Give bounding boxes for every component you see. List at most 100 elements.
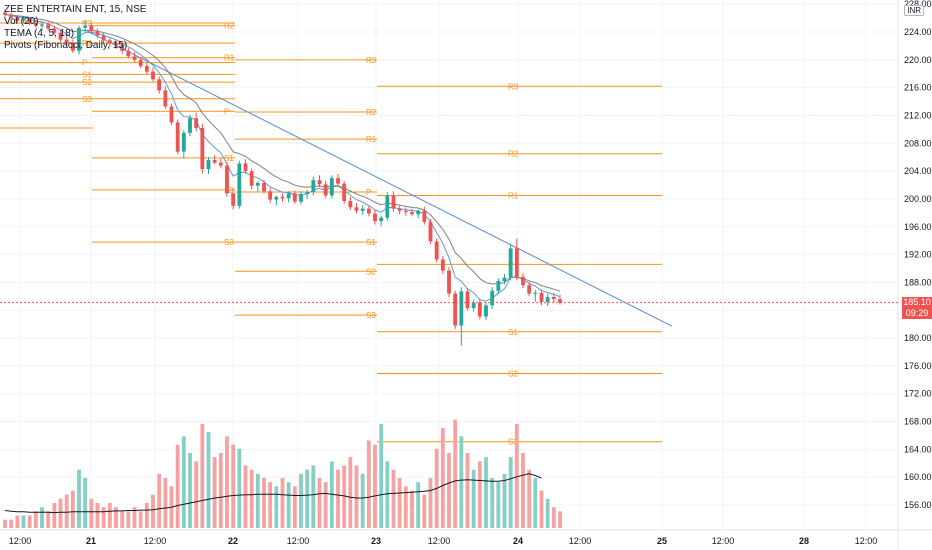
price-tick-label: 180.00 bbox=[904, 333, 932, 343]
price-tick-label: 168.00 bbox=[904, 417, 932, 427]
candle-body bbox=[95, 31, 100, 36]
volume-bar bbox=[157, 473, 162, 528]
time-tick-label: 25 bbox=[657, 536, 667, 546]
volume-bar bbox=[496, 482, 501, 528]
candle-body bbox=[15, 17, 20, 21]
candle-body bbox=[101, 35, 106, 41]
volume-bar bbox=[77, 469, 81, 528]
countdown-label: 09:29 bbox=[905, 308, 929, 318]
price-tick-label: 196.00 bbox=[904, 222, 932, 232]
volume-bar bbox=[3, 519, 7, 528]
candle-body bbox=[107, 40, 112, 44]
volume-bar bbox=[15, 515, 20, 528]
candle-body bbox=[27, 18, 32, 23]
time-tick-label: 12:00 bbox=[9, 536, 32, 546]
time-tick-label: 24 bbox=[513, 536, 523, 546]
volume-bar bbox=[385, 461, 390, 528]
volume-bar bbox=[410, 490, 414, 528]
candle-body bbox=[508, 248, 513, 278]
volume-bar bbox=[194, 461, 199, 528]
candle-body bbox=[305, 191, 310, 195]
pivot-label: S3 bbox=[82, 95, 92, 104]
time-tick-label: 12:00 bbox=[569, 536, 592, 546]
candle-body bbox=[212, 159, 217, 163]
candle-body bbox=[114, 43, 118, 46]
volume-bar bbox=[453, 419, 458, 528]
candle-body bbox=[255, 182, 260, 186]
volume-bar bbox=[422, 494, 427, 528]
pivot-label: S1 bbox=[366, 238, 376, 247]
pivot-label: S2 bbox=[224, 186, 234, 195]
volume-bar bbox=[9, 519, 14, 528]
candle-body bbox=[286, 193, 291, 199]
candle-body bbox=[502, 277, 507, 282]
candle-body bbox=[336, 178, 340, 184]
volume-bar bbox=[317, 478, 322, 528]
volume-bar bbox=[292, 486, 297, 528]
candle-body bbox=[188, 118, 192, 133]
candle-body bbox=[33, 22, 38, 26]
candle-body bbox=[268, 191, 273, 200]
candle-body bbox=[169, 106, 174, 123]
candle-body bbox=[70, 43, 75, 51]
candle-body bbox=[397, 208, 402, 211]
volume-indicator-label[interactable]: Vol (20) bbox=[4, 16, 39, 27]
candle-body bbox=[496, 281, 501, 291]
candle-body bbox=[391, 195, 396, 209]
time-tick-label: 12:00 bbox=[855, 536, 878, 546]
time-tick-label: 22 bbox=[228, 536, 238, 546]
candle-body bbox=[410, 212, 414, 215]
time-tick-label: 21 bbox=[86, 536, 96, 546]
volume-ma-line bbox=[4, 473, 542, 514]
price-tick-label: 176.00 bbox=[904, 361, 932, 371]
candle-body bbox=[40, 24, 44, 26]
candle-body bbox=[360, 208, 365, 211]
volume-bar bbox=[181, 436, 186, 528]
candle-body bbox=[120, 45, 125, 51]
volume-bar bbox=[46, 511, 51, 528]
price-tick-label: 212.00 bbox=[904, 110, 932, 120]
volume-bar bbox=[218, 453, 223, 528]
time-tick-label: 28 bbox=[799, 536, 809, 546]
volume-bar bbox=[83, 478, 88, 528]
pivot-label: R1 bbox=[508, 191, 519, 200]
volume-bar bbox=[200, 423, 205, 528]
candle-body bbox=[292, 193, 297, 202]
volume-bar bbox=[114, 507, 118, 528]
volume-bar bbox=[151, 494, 155, 528]
pivots-indicator-label[interactable]: Pivots (Fibonacci, Daily, 15) bbox=[4, 40, 128, 51]
volume-bar bbox=[286, 482, 291, 528]
candle-body bbox=[299, 194, 303, 202]
price-tick-label: 216.00 bbox=[904, 83, 932, 93]
volume-bar bbox=[268, 482, 273, 528]
candle-body bbox=[342, 183, 347, 202]
candle-body bbox=[465, 291, 470, 309]
candle-body bbox=[249, 171, 254, 186]
tema-indicator-label[interactable]: TEMA (4, 5, 18) bbox=[4, 28, 75, 39]
candle-body bbox=[440, 259, 445, 271]
candle-body bbox=[237, 163, 242, 206]
candle-body bbox=[428, 221, 433, 242]
candle-body bbox=[354, 207, 359, 211]
candle-body bbox=[490, 290, 495, 306]
volume-bar bbox=[558, 511, 562, 528]
volume-bar bbox=[527, 469, 532, 528]
pivot-label: R3 bbox=[366, 56, 377, 65]
price-tick-label: 228.00 bbox=[904, 0, 932, 9]
volume-bar bbox=[508, 457, 513, 528]
candle-body bbox=[64, 39, 69, 44]
candle-body bbox=[416, 210, 421, 215]
price-tick-label: 208.00 bbox=[904, 138, 932, 148]
candle-body bbox=[46, 24, 51, 29]
volume-bar bbox=[366, 440, 371, 528]
volume-bar bbox=[514, 423, 519, 528]
volume-bar bbox=[120, 511, 125, 528]
candle-body bbox=[274, 196, 279, 200]
volume-bar bbox=[354, 465, 359, 528]
pivot-label: P bbox=[366, 188, 371, 197]
volume-bar bbox=[237, 448, 242, 528]
pivot-label: R2 bbox=[508, 150, 519, 159]
volume-bar bbox=[225, 436, 229, 528]
candle-body bbox=[218, 162, 223, 166]
